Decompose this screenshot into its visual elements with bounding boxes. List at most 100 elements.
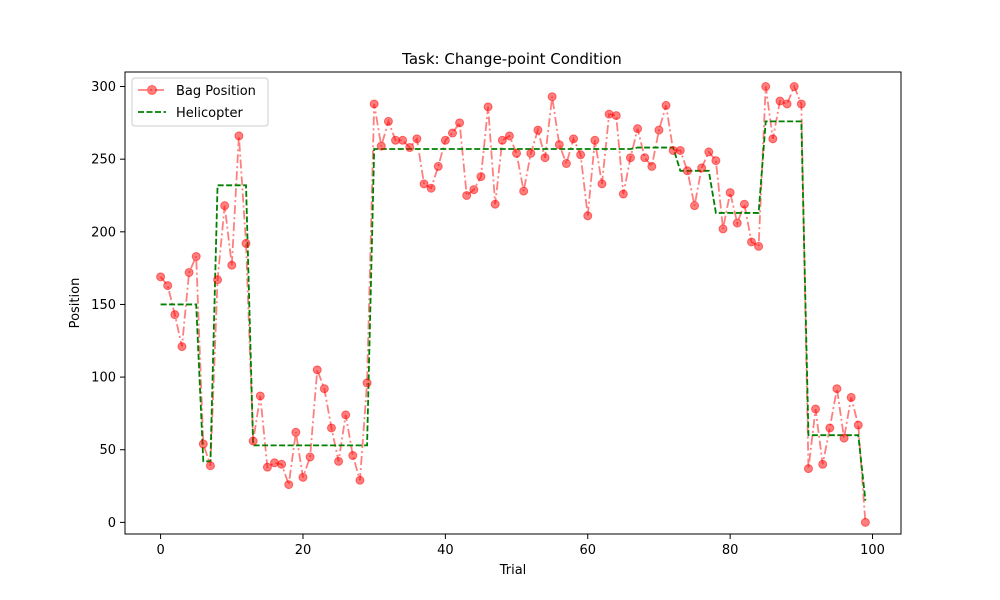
bag-position-point: [718, 224, 728, 234]
bag-position-point: [512, 148, 522, 158]
y-tick-label: 200: [91, 225, 116, 240]
x-tick-label: 80: [722, 543, 739, 558]
bag-position-point: [284, 480, 294, 490]
bag-position-point: [156, 272, 166, 282]
bag-position-point: [697, 163, 707, 173]
bag-position-point: [818, 459, 828, 469]
y-tick-label: 150: [91, 298, 116, 313]
bag-position-point: [675, 145, 685, 155]
legend-helicopter-label: Helicopter: [176, 106, 243, 121]
bag-position-point: [796, 99, 806, 109]
y-axis-ticks: 0 50 100 150 200 250 300: [91, 80, 125, 531]
bag-position-point: [761, 82, 771, 92]
bag-position-point: [860, 517, 870, 527]
bag-position-point: [270, 458, 279, 468]
bag-position-point: [355, 475, 365, 485]
bag-position-point: [497, 135, 507, 145]
bag-position-point: [305, 452, 315, 462]
bag-position-point: [547, 92, 557, 102]
bag-position-point: [782, 99, 792, 109]
y-axis-label: Position: [68, 278, 83, 329]
bag-position-point: [561, 159, 571, 169]
y-tick-label: 300: [91, 80, 116, 95]
y-tick-label: 250: [91, 153, 116, 168]
bag-position-point: [163, 281, 173, 291]
bag-position-point: [640, 153, 650, 163]
bag-position-point: [583, 211, 593, 221]
bag-position-point: [319, 384, 329, 394]
bag-position-point: [526, 148, 536, 158]
bag-position-point: [803, 464, 813, 474]
bag-position-point: [213, 275, 223, 285]
bag-position-point: [853, 420, 863, 430]
series-layer: [156, 82, 870, 527]
bag-position-point: [661, 100, 671, 110]
legend-box: [131, 77, 269, 127]
bag-position-point: [205, 461, 215, 471]
bag-position-point: [768, 134, 778, 144]
x-tick-label: 60: [579, 543, 596, 558]
bag-position-point: [633, 124, 643, 134]
bag-position-point: [732, 218, 742, 228]
bag-position-point: [604, 109, 614, 119]
bag-position-point: [433, 161, 443, 171]
bag-position-point: [647, 161, 657, 171]
bag-position-point: [277, 459, 287, 469]
bag-position-point: [326, 423, 336, 433]
bag-position-point: [262, 462, 272, 472]
bag-position-point: [447, 128, 457, 138]
bag-position-point: [412, 134, 422, 144]
bag-position-point: [711, 156, 721, 166]
bag-position-point: [811, 404, 821, 414]
bag-position-point: [739, 199, 749, 209]
bag-position-point: [376, 141, 386, 151]
bag-position-point: [654, 125, 664, 135]
x-tick-label: 0: [156, 543, 164, 558]
bag-position-point: [625, 153, 635, 163]
plot-frame: [124, 71, 902, 535]
bag-position-point: [348, 451, 358, 461]
bag-position-point: [298, 472, 308, 482]
bag-position-point: [519, 186, 529, 196]
x-tick-label: 40: [437, 543, 454, 558]
bag-position-point: [839, 433, 849, 443]
bag-position-point: [725, 188, 735, 198]
y-tick-label: 100: [91, 371, 116, 386]
bag-position-point: [241, 238, 251, 248]
bag-position-point: [419, 179, 429, 189]
bag-position-point: [362, 378, 372, 388]
bag-position-point: [440, 135, 450, 145]
legend: Bag Position Helicopter: [131, 77, 269, 127]
bag-position-point: [690, 201, 700, 211]
bag-position-point: [754, 241, 764, 251]
bag-position-point: [220, 201, 230, 211]
bag-position-point: [455, 118, 465, 128]
chart-title: Task: Change-point Condition: [401, 50, 622, 68]
bag-position-point: [334, 456, 344, 466]
bag-position-point: [576, 150, 586, 160]
bag-position-point: [825, 423, 835, 433]
bag-position-point: [170, 310, 180, 320]
bag-position-point: [398, 135, 408, 145]
bag-position-point: [227, 260, 237, 270]
bag-position-point: [291, 427, 301, 437]
bag-position-point: [490, 199, 500, 209]
bag-position-point: [540, 153, 550, 163]
x-axis-ticks: 0 20 40 60 80 100: [156, 534, 885, 558]
bag-position-point: [191, 252, 201, 262]
bag-position-point: [426, 183, 436, 193]
bag-position-point: [312, 365, 322, 375]
bag-position-point: [234, 131, 244, 141]
bag-position-point: [832, 384, 842, 394]
bag-position-point: [405, 143, 415, 153]
bag-position-point: [504, 131, 514, 141]
bag-position-point: [747, 237, 756, 247]
legend-bag-position-marker: [147, 85, 157, 95]
y-tick-label: 50: [99, 443, 116, 458]
bag-position-point: [255, 391, 265, 401]
legend-bag-position-label: Bag Position: [176, 84, 256, 99]
bag-position-point: [533, 125, 543, 135]
bag-position-point: [704, 147, 714, 157]
bag-position-point: [177, 342, 187, 352]
